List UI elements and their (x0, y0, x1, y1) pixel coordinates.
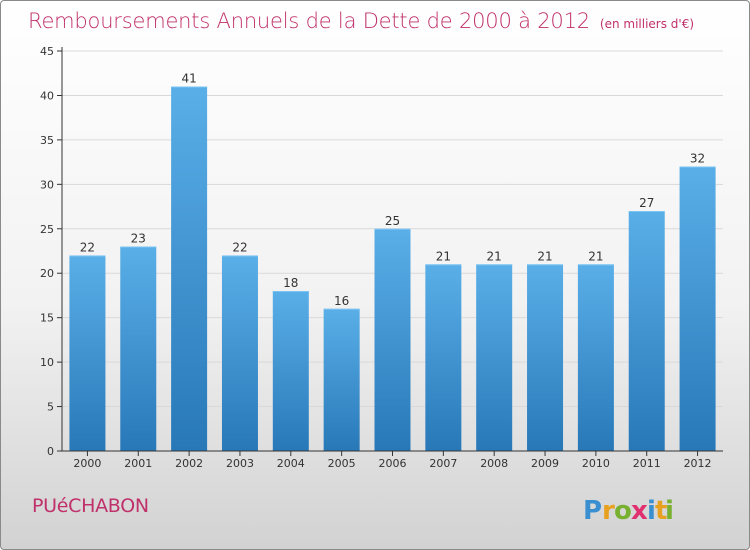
bar-2003 (221, 255, 258, 451)
x-tick-label: 2008 (480, 457, 508, 470)
chart-title-main: Remboursements Annuels de la Dette de 20… (28, 9, 590, 33)
y-tick-label: 5 (47, 401, 54, 414)
y-tick-label: 25 (40, 223, 54, 236)
labels: 0 5 10 15 20 25 30 35 40 45 22 2000 23 2001 41 2002 22 20… (40, 45, 712, 470)
y-tick-label: 45 (40, 45, 54, 58)
logo-letter: P (583, 496, 602, 526)
x-tick-label: 2012 (684, 457, 712, 470)
bar-2008 (476, 264, 513, 451)
logo-letter: i (647, 496, 656, 526)
data-label-2008: 21 (487, 249, 502, 263)
axes (57, 47, 723, 456)
y-tick-label: 30 (40, 178, 54, 191)
data-label-2012: 32 (690, 152, 705, 166)
bar-2007 (425, 264, 462, 451)
logo-letter: r (602, 496, 615, 526)
x-tick-label: 2011 (633, 457, 661, 470)
y-tick-label: 15 (40, 312, 54, 325)
chart-title-unit: (en milliers d'€) (599, 17, 695, 31)
logo-letter: o (614, 496, 632, 526)
bar-2001 (120, 246, 157, 451)
bar-2006 (374, 228, 411, 451)
data-label-2010: 21 (588, 249, 603, 263)
x-tick-label: 2010 (582, 457, 610, 470)
y-tick-label: 10 (40, 356, 54, 369)
x-tick-label: 2001 (124, 457, 152, 470)
data-label-2002: 41 (181, 72, 196, 86)
bar-2009 (527, 264, 564, 451)
x-tick-label: 2005 (328, 457, 356, 470)
y-tick-label: 35 (40, 134, 54, 147)
bar-2002 (171, 86, 208, 452)
x-tick-label: 2000 (73, 457, 101, 470)
data-label-2003: 22 (232, 240, 247, 254)
bar-2000 (69, 255, 106, 451)
bars (69, 86, 716, 452)
x-tick-label: 2002 (175, 457, 203, 470)
data-label-2000: 22 (80, 240, 95, 254)
data-label-2006: 25 (385, 214, 400, 228)
city-name: PUéCHABON (32, 495, 149, 517)
y-tick-label: 20 (40, 267, 54, 280)
x-tick-label: 2007 (429, 457, 457, 470)
bar-2012 (679, 166, 716, 452)
data-label-2011: 27 (639, 196, 654, 210)
logo-letter: i (665, 496, 674, 526)
logo-letter: x (631, 496, 648, 526)
x-tick-label: 2009 (531, 457, 559, 470)
data-label-2009: 21 (537, 249, 552, 263)
chart-title: Remboursements Annuels de la Dette de 20… (28, 9, 694, 33)
bar-2011 (628, 211, 665, 451)
x-tick-label: 2004 (277, 457, 305, 470)
data-label-2001: 23 (131, 232, 146, 246)
data-label-2004: 18 (283, 276, 298, 290)
x-tick-label: 2003 (226, 457, 254, 470)
bar-2004 (272, 291, 309, 451)
bar-2010 (577, 264, 614, 451)
y-tick-label: 40 (40, 89, 54, 102)
y-tick-label: 0 (47, 445, 54, 458)
data-label-2005: 16 (334, 294, 349, 308)
logo-letter: t (655, 496, 667, 526)
bar-2005 (323, 308, 360, 451)
data-label-2007: 21 (436, 249, 451, 263)
x-tick-label: 2006 (379, 457, 407, 470)
